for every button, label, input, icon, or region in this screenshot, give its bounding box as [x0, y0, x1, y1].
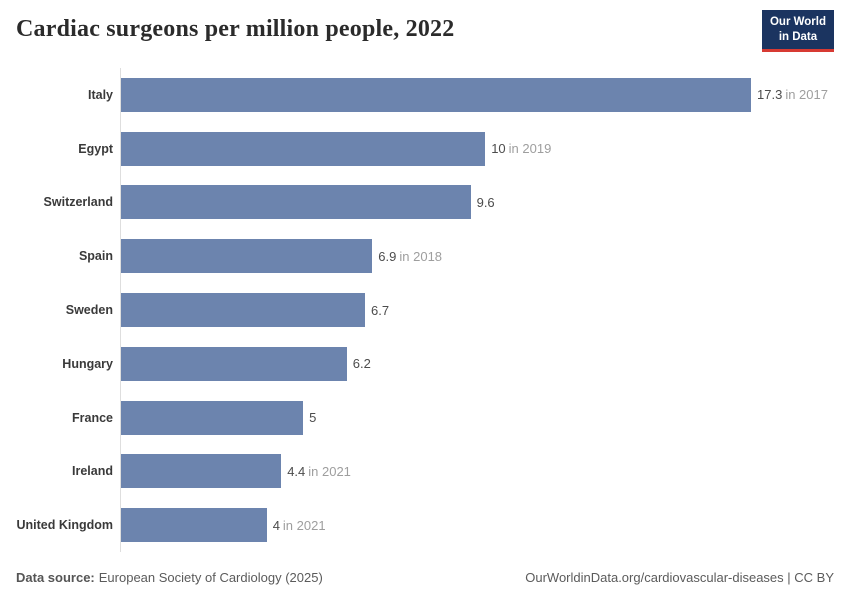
bar-year-note: in 2021	[308, 463, 351, 479]
bar-row: Switzerland 9.6	[16, 175, 834, 230]
bar-label: Switzerland	[43, 195, 113, 210]
bar-row: United Kingdom 4 in 2021	[16, 498, 834, 553]
bar-row: France 5	[16, 390, 834, 445]
bar-label: Italy	[87, 87, 113, 102]
bar-label: Spain	[78, 249, 113, 264]
data-source-text: European Society of Cardiology (2025)	[98, 570, 323, 585]
bar[interactable]	[121, 293, 365, 328]
chart-rows: Italy 17.3 in 2017 Egypt 10 in 2019 Swit…	[16, 68, 834, 553]
owid-link[interactable]: OurWorldinData.org/cardiovascular-diseas…	[525, 570, 834, 585]
bar-value: 10	[491, 141, 506, 157]
bar-value: 9.6	[476, 194, 495, 210]
bar-label: United Kingdom	[16, 518, 113, 533]
bar-label: Hungary	[62, 356, 113, 371]
bar-track: 4 in 2021	[120, 498, 834, 553]
bar-value: 4	[272, 517, 280, 533]
bar[interactable]	[121, 131, 486, 166]
bar[interactable]	[121, 400, 304, 435]
bar-value: 6.7	[371, 302, 390, 318]
bar-row: Sweden 6.7	[16, 283, 834, 337]
bar-year-note: in 2017	[785, 87, 828, 103]
bar-track: 5	[120, 390, 834, 445]
bar[interactable]	[121, 239, 373, 274]
bar-row: Italy 17.3 in 2017	[16, 68, 834, 122]
owid-logo-line1: Our World	[769, 16, 826, 28]
bar-row: Hungary 6.2	[16, 336, 834, 391]
bar-year-note: in 2021	[282, 517, 326, 533]
bar-track: 6.9 in 2018	[120, 229, 834, 284]
bar-track: 9.6	[120, 175, 834, 230]
bar-label: Ireland	[72, 464, 113, 479]
bar-value: 5	[309, 410, 317, 426]
bar-track: 6.7	[120, 283, 834, 337]
bar-track: 4.4 in 2021	[120, 444, 834, 499]
data-source-label: Data source:	[16, 570, 95, 585]
bar-row: Egypt 10 in 2019	[16, 121, 834, 176]
chart-header: Cardiac surgeons per million people, 202…	[0, 0, 850, 62]
bar-value: 17.3	[757, 87, 783, 103]
bar-chart: Italy 17.3 in 2017 Egypt 10 in 2019 Swit…	[0, 68, 850, 553]
bar-track: 10 in 2019	[120, 121, 834, 176]
bar[interactable]	[121, 185, 471, 220]
bar-track: 17.3 in 2017	[120, 68, 834, 122]
owid-logo-line2: in Data	[778, 30, 818, 43]
bar-year-note: in 2018	[399, 248, 443, 264]
data-source: Data source: European Society of Cardiolo…	[16, 570, 323, 585]
bar-label: France	[72, 410, 113, 425]
chart-footer: Data source: European Society of Cardiolo…	[0, 570, 850, 600]
bar[interactable]	[121, 77, 751, 112]
bar-value: 4.4	[287, 463, 306, 479]
bar-row: Ireland 4.4 in 2021	[16, 444, 834, 499]
bar-label: Egypt	[78, 141, 113, 156]
bar-year-note: in 2019	[508, 141, 552, 157]
bar-value: 6.9	[378, 248, 397, 264]
bar[interactable]	[121, 454, 282, 489]
owid-logo[interactable]: Our World in Data	[761, 10, 834, 52]
bar[interactable]	[121, 346, 347, 381]
bar[interactable]	[121, 508, 267, 543]
bar-label: Sweden	[65, 303, 113, 318]
bar-row: Spain 6.9 in 2018	[16, 229, 834, 284]
page-title: Cardiac surgeons per million people, 202…	[16, 16, 455, 42]
bar-track: 6.2	[120, 336, 834, 391]
bar-value: 6.2	[352, 356, 371, 372]
